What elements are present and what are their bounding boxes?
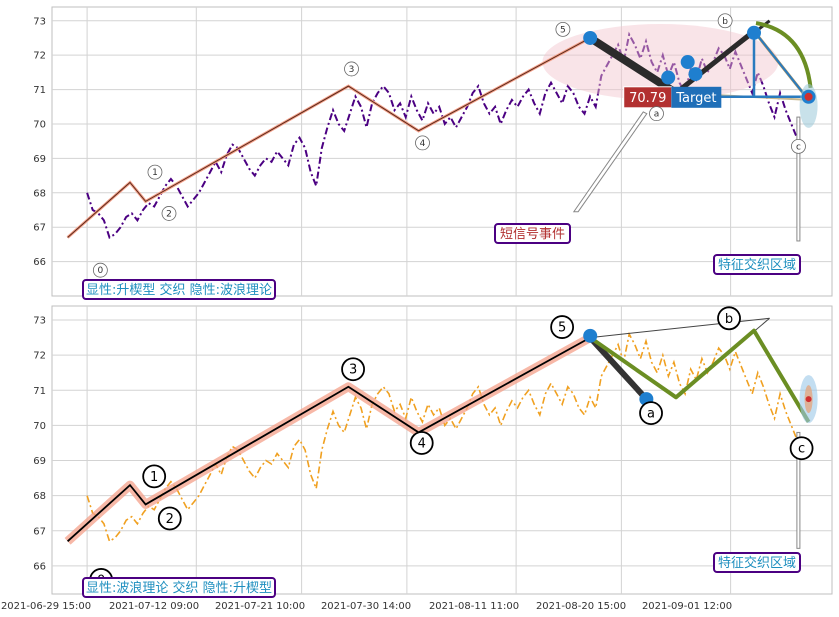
zone-box-text: 特征交织区域 [718, 257, 796, 273]
y-tick-label: 68 [33, 188, 46, 199]
short-signal-box [494, 223, 571, 244]
y-tick-label: 66 [33, 257, 46, 268]
wave-label-circle [649, 106, 664, 122]
target-label-text: Target [675, 91, 716, 106]
x-tick-label: 2021-06-29 15:00 [1, 601, 91, 612]
wave-label: b [725, 312, 733, 327]
wave-label-circle [791, 138, 806, 154]
short-signal-box-text: 短信号事件 [500, 227, 565, 242]
target-value-text: 70.79 [629, 91, 666, 106]
y-tick-label: 69 [33, 456, 46, 467]
legend-box [82, 279, 276, 300]
signal-dot [747, 25, 761, 40]
top-panel: 66 67 68 69 70 71 72 73 70.79 Target 0 1 2 3 4 5 a b c 显性:升… [33, 6, 833, 300]
plot-frame [51, 305, 833, 595]
wave-label: 4 [420, 139, 426, 149]
wave-label-circle [147, 164, 163, 180]
correction-a-line [586, 33, 680, 98]
legend-box [82, 577, 276, 598]
wave-label: 1 [150, 470, 158, 485]
zone-box [713, 552, 801, 573]
wave-label: 2 [166, 209, 172, 219]
y-tick-label: 72 [33, 351, 46, 362]
target-label-box [671, 86, 722, 108]
target-dot [804, 92, 813, 101]
wave-label: 4 [418, 436, 426, 451]
wave-label: 0 [97, 266, 103, 276]
short-signal-arrow [572, 111, 648, 213]
y-tick-label: 66 [33, 561, 46, 572]
y-tick-label: 69 [33, 154, 46, 165]
y-tick-label: 73 [33, 316, 46, 327]
y-tick-label: 73 [33, 16, 46, 27]
impulse-wave-line [66, 336, 591, 542]
wave-label-circle [341, 357, 365, 382]
wave-label-circle [717, 13, 733, 29]
x-tick-label: 2021-07-12 09:00 [109, 601, 199, 612]
legend-box-text: 显性:升楔型 交织 隐性:波浪理论 [86, 282, 272, 298]
wave-label-circle [409, 431, 434, 455]
impulse-wave-line [67, 37, 591, 238]
y-tick-label: 71 [33, 386, 46, 397]
wave-label-circle [344, 61, 359, 77]
signal-dot [661, 70, 676, 85]
wave-label-circle [157, 506, 182, 531]
y-tick-label: 68 [33, 491, 46, 502]
wave-label-circle [717, 306, 741, 331]
wave-label-circle [555, 21, 571, 37]
y-tick-label: 67 [33, 526, 46, 537]
y-tick-label: 71 [33, 85, 46, 96]
target-line [753, 30, 810, 101]
zone-arrow [796, 116, 801, 242]
x-tick-label: 2021-09-01 12:00 [642, 601, 732, 612]
bottom-panel: 6667686970717273012345abc显性:波浪理论 交织 隐性:升… [33, 305, 833, 598]
wave-label-circle [92, 262, 108, 278]
x-tick-label: 2021-07-30 14:00 [321, 601, 411, 612]
wave-label-circle [142, 464, 167, 489]
signal-dot [680, 55, 695, 70]
wave-label: 1 [152, 168, 158, 178]
wave-label: c [798, 442, 805, 457]
zone-box [713, 254, 801, 275]
x-tick-label: 2021-08-11 11:00 [429, 601, 519, 612]
wave-label-circle [550, 315, 575, 339]
signal-dot [688, 67, 703, 82]
signal-dot [583, 30, 598, 45]
correction-abc-line [589, 328, 811, 423]
wave-label: 3 [349, 65, 355, 75]
wave-label: 2 [166, 512, 174, 527]
correction-a-dark [587, 335, 649, 402]
signal-dot [583, 328, 598, 343]
wave-label-circle [639, 401, 663, 426]
wave-label-circle [415, 135, 430, 151]
x-tick-label: 2021-07-21 10:00 [215, 601, 305, 612]
target-dot [805, 396, 812, 403]
y-tick-label: 72 [33, 51, 46, 62]
wave-label: 3 [349, 363, 357, 378]
price-line [86, 31, 798, 240]
wave-label-circle [161, 206, 177, 221]
legend-box-text: 显性:波浪理论 交织 隐性:升楔型 [86, 580, 272, 596]
x-axis: 2021-06-29 15:00 2021-07-12 09:00 2021-07-… [1, 601, 732, 612]
wave-label: c [796, 142, 801, 152]
x-tick-label: 2021-08-20 15:00 [536, 601, 626, 612]
wave-label: 5 [560, 25, 566, 35]
wave-label: 5 [558, 321, 566, 336]
wave-label: a [647, 407, 655, 422]
zone-arrow [796, 431, 801, 549]
y-tick-label: 70 [33, 421, 46, 432]
wave-label-circle [789, 436, 814, 461]
projection-arc [755, 21, 813, 89]
wave-label: b [722, 17, 728, 27]
y-tick-label: 70 [33, 119, 46, 130]
price-line [86, 331, 798, 543]
zone-box-text: 特征交织区域 [718, 555, 796, 571]
wave-label: a [654, 110, 660, 120]
y-tick-label: 67 [33, 223, 46, 234]
